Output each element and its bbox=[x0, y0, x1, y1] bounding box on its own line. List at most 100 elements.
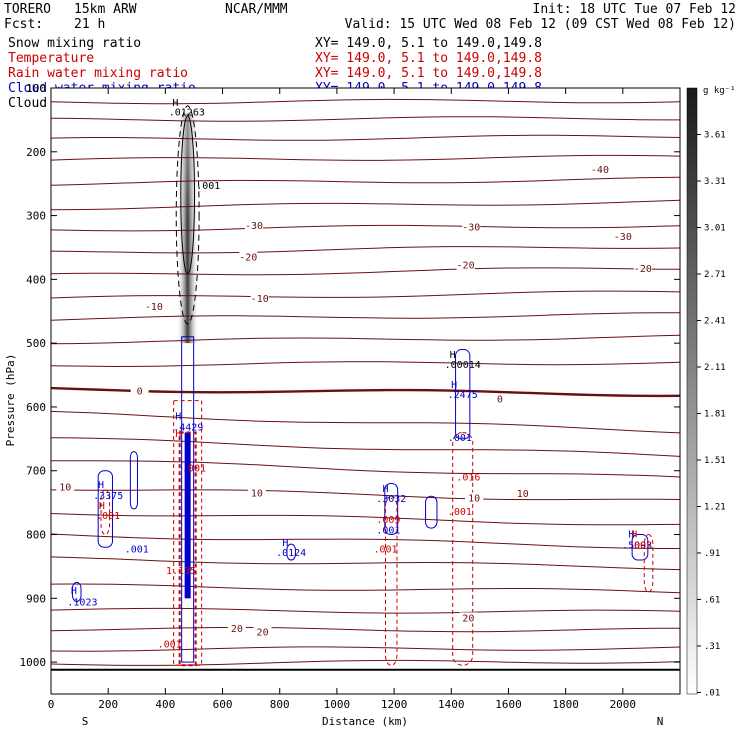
isotherm-line bbox=[51, 224, 680, 232]
isotherm-label-bg bbox=[56, 481, 75, 493]
header: TORERO 15km ARW NCAR/MMM Init: 18 UTC Tu… bbox=[4, 2, 736, 32]
legend-entry: Snow mixing ratio bbox=[8, 36, 141, 51]
isotherm-label-bg bbox=[465, 492, 484, 504]
isotherm-line bbox=[51, 646, 680, 652]
cloud-water-cell bbox=[425, 495, 438, 529]
isotherm-label: 20 bbox=[231, 624, 243, 635]
isotherm-line bbox=[51, 626, 680, 633]
isotherm-label-bg bbox=[250, 292, 269, 304]
isotherm-line bbox=[51, 199, 680, 211]
contour-value-label: H bbox=[98, 480, 104, 491]
isotherm-label-bg bbox=[459, 612, 478, 624]
isotherm-line bbox=[51, 334, 680, 345]
isotherm-line bbox=[51, 267, 680, 276]
y-tick-label-top: 100 bbox=[26, 82, 46, 95]
isotherm-line bbox=[51, 460, 680, 478]
cloud-water-contour bbox=[181, 336, 195, 663]
isotherm-label: 10 bbox=[517, 489, 529, 500]
isotherm-line bbox=[51, 312, 680, 321]
legend-xy: XY= 149.0, 5.1 to 149.0,149.8 bbox=[315, 36, 542, 51]
contour-value-label: .001 bbox=[376, 525, 400, 536]
contour-value-label: .001 bbox=[373, 544, 397, 555]
colorbar-tick-label: 2.71 bbox=[704, 270, 726, 280]
isotherm-label-bg bbox=[227, 623, 246, 635]
contour-value-label: 1.135 bbox=[166, 566, 196, 577]
isotherm-label: -20 bbox=[634, 264, 652, 275]
cloud-water-cell bbox=[384, 482, 399, 536]
contour-value-label: H bbox=[172, 98, 178, 109]
colorbar-tick-label: .91 bbox=[704, 549, 720, 559]
isotherm-label: 10 bbox=[251, 488, 263, 499]
x-axis-label: Distance (km) bbox=[322, 715, 408, 728]
y-axis-label: Pressure (hPa) bbox=[4, 354, 17, 447]
contour-value-label: H bbox=[631, 530, 637, 541]
x-tick-label: 400 bbox=[155, 698, 175, 711]
isotherm-label: -10 bbox=[251, 294, 269, 305]
contour-value-label: H bbox=[175, 412, 181, 423]
contour-value-label: .001 bbox=[125, 544, 149, 555]
south-label: S bbox=[82, 715, 89, 728]
isotherm-label: 10 bbox=[468, 493, 480, 504]
legend-xy: XY= 149.0, 5.1 to 149.0,149.8 bbox=[315, 66, 542, 81]
y-tick-label: 600 bbox=[26, 401, 46, 414]
contour-value-label: .001 bbox=[448, 507, 472, 518]
isotherm-line bbox=[51, 116, 680, 122]
isotherm-line bbox=[51, 556, 680, 571]
isotherm-line bbox=[51, 489, 680, 501]
cloud-water-cell bbox=[71, 581, 82, 603]
isotherm-label: -30 bbox=[245, 221, 263, 232]
isotherm-label-bg bbox=[253, 626, 272, 638]
isotherm-line bbox=[51, 290, 680, 299]
fcst-label: Fcst: bbox=[4, 17, 43, 32]
colorbar-tick-label: 3.31 bbox=[704, 177, 726, 187]
center-name: NCAR/MMM bbox=[225, 2, 288, 17]
rain-contour-core bbox=[178, 431, 197, 667]
x-tick-label: 1000 bbox=[324, 698, 351, 711]
y-tick-label: 200 bbox=[26, 146, 46, 159]
x-tick-label: 200 bbox=[98, 698, 118, 711]
contour-value-label: H bbox=[382, 484, 388, 495]
contour-value-label: H bbox=[450, 350, 456, 361]
isotherm-line bbox=[51, 246, 680, 254]
isotherm-label-bg bbox=[456, 259, 475, 271]
colorbar-scale bbox=[686, 87, 698, 695]
contour-value-label: .3032 bbox=[376, 494, 406, 505]
rain-cell bbox=[100, 489, 111, 536]
colorbar-tick-label: 2.11 bbox=[704, 363, 726, 373]
contour-value-label: H bbox=[282, 538, 288, 549]
cloud-water-cell bbox=[286, 543, 296, 561]
legend-xy: XY= 149.0, 5.1 to 149.0,149.8 bbox=[315, 51, 542, 66]
isotherm-line bbox=[51, 176, 680, 186]
contour-value-label: .0124 bbox=[276, 548, 306, 559]
y-tick-label: 1000 bbox=[20, 656, 47, 669]
isotherm-label: 10 bbox=[59, 483, 71, 494]
contour-value-label: .001 bbox=[158, 639, 182, 650]
isotherm-label: -10 bbox=[145, 302, 163, 313]
x-tick-label: 1800 bbox=[552, 698, 579, 711]
isotherm-line bbox=[51, 134, 680, 141]
isotherm-line bbox=[51, 513, 680, 526]
isotherm-line bbox=[51, 533, 680, 549]
contour-value-label: .01263 bbox=[169, 107, 205, 118]
contour-value-label: .002 bbox=[628, 541, 652, 552]
colorbar-tick-label: .01 bbox=[704, 688, 720, 698]
isotherm-label: -20 bbox=[239, 252, 257, 263]
isotherm-label-bg bbox=[244, 220, 263, 232]
x-tick-label: 1600 bbox=[495, 698, 522, 711]
legend-entry: Rain water mixing ratio bbox=[8, 66, 188, 81]
colorbar-tick-label: .31 bbox=[704, 642, 720, 652]
axes: 0 200 400 600 800 1000 1200 1400 1600 1800 2000200… bbox=[20, 82, 680, 711]
colorbar: g kg⁻¹ .01 .31 .61 .91 1.21 1.51 1.81 2.11 2.41 2… bbox=[686, 86, 736, 698]
isotherm-label: 20 bbox=[257, 627, 269, 638]
cloud-water-cell bbox=[97, 470, 113, 548]
isotherm-line bbox=[51, 98, 680, 105]
isotherm-label-bg bbox=[613, 230, 632, 242]
isotherm-line bbox=[51, 437, 680, 457]
isotherm-label: -30 bbox=[462, 222, 480, 233]
y-tick-label: 800 bbox=[26, 529, 46, 542]
snow-shaded-region bbox=[176, 113, 199, 344]
contour-value-label: .009 bbox=[376, 515, 400, 526]
plot-frame bbox=[50, 87, 681, 695]
contour-value-label: .2475 bbox=[448, 390, 478, 401]
